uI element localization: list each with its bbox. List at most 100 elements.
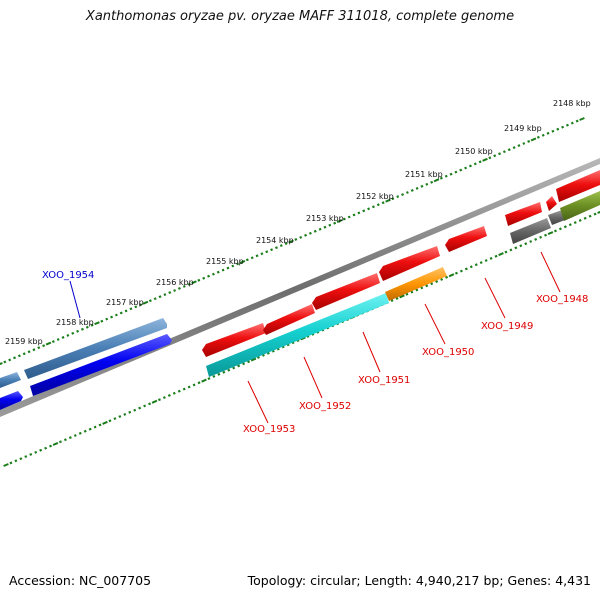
- minor-tick: [187, 385, 191, 389]
- minor-tick: [17, 354, 21, 358]
- gene-arrow[interactable]: [505, 202, 542, 226]
- minor-tick: [534, 237, 538, 241]
- major-tick: [142, 300, 149, 305]
- minor-tick: [182, 387, 186, 391]
- minor-tick: [217, 372, 221, 376]
- gene-xoo-1950[interactable]: [379, 246, 440, 281]
- minor-tick: [362, 209, 366, 213]
- minor-tick: [73, 434, 77, 437]
- minor-tick: [61, 335, 65, 339]
- minor-tick: [425, 182, 429, 186]
- minor-tick: [88, 427, 92, 431]
- minor-tick: [85, 325, 89, 329]
- minor-tick: [410, 290, 414, 294]
- minor-tick: [454, 271, 458, 275]
- gene-label-xoo-1954[interactable]: XOO_1954: [42, 270, 94, 281]
- minor-tick: [118, 415, 122, 418]
- minor-tick: [291, 341, 295, 345]
- gene-arrow[interactable]: [548, 210, 565, 225]
- major-tick: [102, 420, 108, 425]
- minor-tick: [153, 297, 157, 301]
- minor-tick: [561, 125, 565, 129]
- minor-tick: [260, 252, 264, 256]
- minor-tick: [192, 383, 196, 387]
- major-tick: [399, 294, 405, 299]
- gene-label-xoo-1949[interactable]: XOO_1949: [481, 321, 533, 332]
- gene-label-lines: [69, 251, 561, 424]
- major-tick: [530, 137, 537, 142]
- gene-xoo-1952[interactable]: [263, 304, 315, 335]
- gene-label-xoo-1953[interactable]: XOO_1953: [243, 424, 295, 435]
- minor-tick: [352, 213, 356, 217]
- scale-label: 2158 kbp: [56, 318, 94, 327]
- minor-tick: [168, 291, 172, 295]
- minor-tick: [512, 146, 516, 150]
- major-tick: [151, 399, 158, 404]
- minor-tick: [143, 404, 147, 408]
- minor-tick: [509, 248, 513, 252]
- minor-tick: [575, 119, 579, 123]
- minor-tick: [207, 274, 210, 278]
- minor-tick: [357, 211, 361, 215]
- minor-tick: [163, 293, 167, 297]
- gene-xoo-1949[interactable]: [445, 226, 487, 252]
- minor-tick: [119, 311, 123, 315]
- scale-labels: 2148 kbp 2149 kbp 2150 kbp 2151 kbp 2152…: [5, 99, 591, 346]
- minor-tick: [425, 284, 429, 288]
- minor-tick: [464, 267, 468, 271]
- forward-strand-genes: [0, 170, 600, 410]
- gene-arrow[interactable]: [30, 334, 172, 396]
- minor-tick: [207, 377, 211, 381]
- gene-label-xoo-1952[interactable]: XOO_1952: [299, 401, 351, 412]
- minor-tick: [459, 269, 463, 273]
- minor-tick: [49, 444, 53, 448]
- minor-tick: [551, 129, 555, 133]
- minor-tick: [173, 289, 177, 292]
- minor-tick: [237, 364, 241, 368]
- gene-arrow[interactable]: [206, 293, 389, 377]
- minor-tick: [250, 256, 254, 260]
- minor-tick: [227, 368, 231, 372]
- minor-tick: [568, 223, 572, 227]
- minor-tick: [14, 459, 18, 463]
- minor-tick: [294, 237, 298, 241]
- gene-xoo-1948[interactable]: [510, 218, 551, 244]
- gene-arrow[interactable]: [0, 391, 23, 410]
- minor-tick: [556, 127, 560, 131]
- minor-tick: [197, 381, 201, 385]
- minor-tick: [313, 229, 317, 233]
- gene-label-xoo-1951[interactable]: XOO_1951: [358, 375, 410, 386]
- gene-arrow[interactable]: [385, 267, 447, 301]
- minor-tick: [27, 350, 31, 354]
- topology-text: Topology: circular; Length: 4,940,217 bp…: [247, 573, 591, 588]
- minor-tick: [395, 296, 399, 300]
- minor-tick: [405, 292, 409, 296]
- minor-tick: [51, 340, 55, 344]
- minor-tick: [114, 313, 118, 317]
- gene-xoo-1951[interactable]: [312, 273, 380, 310]
- major-tick: [0, 362, 3, 366]
- minor-tick: [255, 254, 259, 258]
- gene-arrow[interactable]: [560, 191, 600, 221]
- gene-label-xoo-1950[interactable]: XOO_1950: [422, 347, 474, 358]
- gene-xoo-1954[interactable]: [24, 318, 167, 379]
- major-tick: [385, 198, 391, 203]
- minor-tick: [494, 254, 498, 258]
- gene-xoo-1953[interactable]: [202, 323, 266, 357]
- major-tick: [336, 219, 343, 224]
- gene-arrow[interactable]: [556, 170, 600, 202]
- upper-scale-ticks: [0, 117, 585, 366]
- minor-tick: [271, 349, 275, 353]
- minor-tick: [24, 455, 28, 459]
- gene-label-xoo-1948[interactable]: XOO_1948: [536, 294, 588, 305]
- genome-backbone: [0, 158, 600, 417]
- minor-tick: [468, 164, 472, 168]
- minor-tick: [158, 295, 162, 299]
- gene-arrow[interactable]: [546, 196, 557, 211]
- gene-arrow[interactable]: [0, 372, 21, 388]
- genome-title: Xanthomonas oryzae pv. oryzae MAFF 31101…: [85, 9, 515, 24]
- minor-tick: [367, 207, 371, 211]
- minor-tick: [68, 436, 72, 440]
- minor-tick: [449, 172, 453, 176]
